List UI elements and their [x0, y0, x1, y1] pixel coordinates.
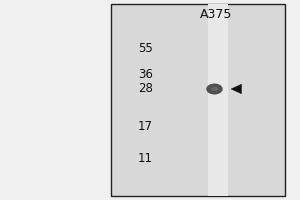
- Text: 28: 28: [138, 82, 153, 95]
- Polygon shape: [231, 84, 242, 94]
- Text: 17: 17: [138, 119, 153, 132]
- Bar: [208, 4, 228, 196]
- Text: 11: 11: [138, 152, 153, 164]
- Ellipse shape: [206, 83, 223, 94]
- Text: 55: 55: [138, 42, 153, 54]
- Ellipse shape: [211, 87, 218, 91]
- Bar: [111, 4, 285, 196]
- Text: 36: 36: [138, 68, 153, 82]
- Text: A375: A375: [200, 7, 232, 21]
